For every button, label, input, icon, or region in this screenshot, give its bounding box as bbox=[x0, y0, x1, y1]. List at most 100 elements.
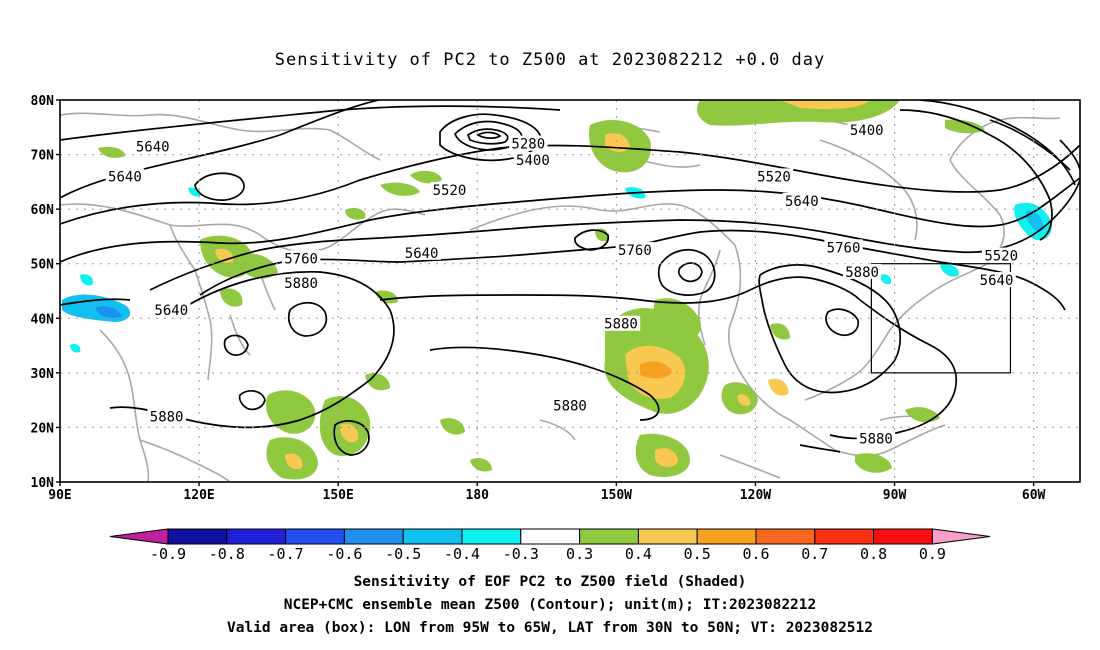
colorbar-tick-label: 0.8 bbox=[860, 545, 887, 563]
contour-label-bg bbox=[782, 192, 822, 208]
contour-label-bg bbox=[981, 247, 1021, 263]
contour-label-bg bbox=[856, 430, 896, 446]
colorbar-segment bbox=[755, 528, 816, 545]
contour-label-bg bbox=[550, 397, 590, 413]
contour-label: 5640 bbox=[405, 246, 439, 262]
colorbar-tick-label: 0.5 bbox=[684, 545, 711, 563]
lon-tick-label: 150E bbox=[323, 488, 354, 503]
contour-label-bg bbox=[601, 315, 641, 331]
colorbar-tick-label: -0.6 bbox=[326, 545, 362, 563]
contour-label: 5520 bbox=[984, 249, 1018, 265]
colorbar-segment bbox=[167, 528, 228, 545]
contour-label-bg bbox=[105, 168, 145, 184]
contour-label-bg bbox=[977, 272, 1016, 288]
contour-label: 5640 bbox=[980, 273, 1014, 289]
lat-tick-label: 60N bbox=[31, 203, 55, 218]
lat-tick-label: 70N bbox=[31, 149, 55, 164]
colorbar-segment bbox=[637, 528, 698, 545]
caption-line-2: NCEP+CMC ensemble mean Z500 (Contour); u… bbox=[283, 597, 817, 613]
contour-label: 5760 bbox=[827, 240, 861, 256]
contour-label-bg bbox=[513, 152, 553, 168]
contour-label: 5880 bbox=[604, 317, 638, 333]
colorbar-segment bbox=[343, 528, 404, 545]
contour-label-bg bbox=[430, 182, 469, 198]
colorbar-segment bbox=[285, 528, 345, 545]
contour-label: 5280 bbox=[511, 137, 545, 153]
colorbar-tick-label: 0.4 bbox=[625, 545, 652, 563]
contour-label: 5880 bbox=[859, 431, 893, 447]
contour-label: 5760 bbox=[618, 243, 652, 259]
colorbar-segment bbox=[579, 528, 639, 545]
colorbar-extend-low bbox=[109, 528, 169, 545]
colorbar-segment bbox=[402, 528, 463, 545]
contour-label-bg bbox=[147, 408, 186, 424]
contour-label: 5640 bbox=[108, 169, 142, 185]
contour-label: 5640 bbox=[136, 139, 170, 155]
colorbar-tick-label: -0.4 bbox=[444, 545, 480, 563]
colorbar-extend-high bbox=[931, 528, 991, 545]
contour-label-bg bbox=[402, 244, 441, 260]
colorbar-tick-label: -0.3 bbox=[503, 545, 539, 563]
lon-tick-label: 150W bbox=[601, 488, 632, 503]
colorbar-segment bbox=[226, 528, 287, 545]
contour-label: 5520 bbox=[757, 169, 791, 185]
contour-label-bg bbox=[842, 263, 882, 279]
contour-label-bg bbox=[847, 122, 886, 138]
coastlines bbox=[60, 112, 1061, 482]
contour-label: 5400 bbox=[516, 153, 550, 169]
colorbar-tick-label: 0.9 bbox=[919, 545, 946, 563]
valid-area-box bbox=[870, 263, 1012, 374]
lon-tick-label: 120E bbox=[183, 488, 214, 503]
colorbar-tick-label: 0.3 bbox=[566, 545, 593, 563]
map-frame bbox=[59, 99, 1081, 483]
lat-tick-label: 20N bbox=[31, 421, 55, 436]
colorbar-tick-label: -0.5 bbox=[385, 545, 421, 563]
lat-tick-label: 30N bbox=[31, 367, 55, 382]
colorbar-segment bbox=[873, 528, 933, 545]
sensitivity-shading bbox=[62, 100, 1052, 480]
contour-label-bg bbox=[754, 168, 794, 184]
lat-tick-label: 80N bbox=[31, 94, 55, 109]
contour-label: 5640 bbox=[154, 303, 188, 319]
colorbar-tick-label: 0.7 bbox=[801, 545, 828, 563]
contour-label-bg bbox=[281, 250, 321, 266]
contour-label-bg bbox=[152, 302, 191, 318]
caption-line-1: Sensitivity of EOF PC2 to Z500 field (Sh… bbox=[353, 574, 747, 590]
contour-label-bg bbox=[615, 242, 655, 258]
lon-tick-label: 90E bbox=[48, 488, 71, 503]
lon-tick-label: 60W bbox=[1022, 488, 1046, 503]
lat-tick-label: 10N bbox=[31, 476, 55, 491]
caption-line-3: Valid area (box): LON from 95W to 65W, L… bbox=[226, 620, 873, 636]
contour-label-bg bbox=[281, 274, 321, 290]
lon-tick-label: 90W bbox=[883, 488, 907, 503]
contour-label: 5760 bbox=[284, 251, 318, 267]
contour-labels: 5640564056405280540055205640576058805760… bbox=[105, 122, 1021, 447]
colorbar-segment bbox=[814, 528, 875, 545]
colorbar-tick-label: -0.8 bbox=[209, 545, 245, 563]
map-title: Sensitivity of PC2 to Z500 at 2023082212… bbox=[274, 50, 826, 70]
colorbar: -0.9 -0.8 -0.7 -0.6 -0.5 -0.4 -0.3 0.3 0.4 0.5 0.6… bbox=[109, 528, 991, 563]
contour-label-bg bbox=[824, 239, 863, 255]
colorbar-tick-label: -0.7 bbox=[268, 545, 304, 563]
lon-tick-label: 180 bbox=[466, 488, 490, 503]
contour-label: 5880 bbox=[150, 410, 184, 426]
lat-tick-label: 50N bbox=[31, 258, 55, 273]
contour-label: 5520 bbox=[433, 183, 467, 199]
contour-label-bg bbox=[133, 138, 172, 154]
colorbar-segment bbox=[461, 528, 522, 545]
contour-label: 5880 bbox=[845, 265, 879, 281]
contour-label: 5400 bbox=[850, 123, 884, 139]
contour-label: 5640 bbox=[785, 194, 819, 210]
contour-label: 5880 bbox=[284, 276, 318, 292]
contour-label-bg bbox=[509, 135, 548, 151]
colorbar-segment bbox=[520, 528, 581, 545]
lon-tick-label: 120W bbox=[740, 488, 771, 503]
lat-tick-label: 40N bbox=[31, 312, 55, 327]
colorbar-segment bbox=[696, 528, 757, 545]
contour-label: 5880 bbox=[553, 399, 587, 415]
colorbar-tick-label: -0.9 bbox=[150, 545, 186, 563]
colorbar-tick-label: 0.6 bbox=[742, 545, 769, 563]
